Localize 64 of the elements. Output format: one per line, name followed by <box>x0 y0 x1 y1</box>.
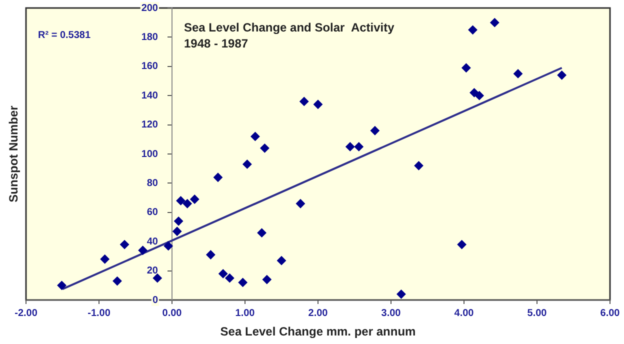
point <box>242 160 252 169</box>
point <box>257 228 266 238</box>
point <box>190 194 200 204</box>
x-tick-label: 6.00 <box>600 308 620 319</box>
x-tick-label: -2.00 <box>14 308 38 319</box>
point <box>174 216 184 226</box>
point <box>100 254 110 264</box>
x-tick-label: 0.00 <box>162 308 182 319</box>
point <box>260 144 270 153</box>
point <box>164 241 173 250</box>
point <box>396 290 406 299</box>
y-tick-label: 20 <box>146 266 158 277</box>
y-tick-label: 120 <box>141 120 158 131</box>
point <box>557 70 566 80</box>
point <box>262 275 272 284</box>
point <box>346 142 355 152</box>
point <box>213 172 222 182</box>
x-tick-label: 2.00 <box>308 308 328 319</box>
point <box>112 276 122 286</box>
y-tick-label: 0 <box>152 294 158 306</box>
point <box>250 132 260 141</box>
y-tick-label: 60 <box>146 207 158 218</box>
point <box>300 96 309 106</box>
point <box>490 18 500 28</box>
x-tick-label: -1.00 <box>88 308 111 319</box>
point <box>470 88 479 98</box>
point <box>354 142 364 152</box>
x-tick-label: 3.00 <box>381 308 402 319</box>
point <box>120 240 130 250</box>
y-tick-label: 40 <box>146 236 158 248</box>
point <box>514 69 523 78</box>
text: Sea Level Change and Solar Activity <box>184 20 395 34</box>
point <box>152 274 162 283</box>
x-tick-label: 4.00 <box>454 308 474 319</box>
y-tick-label: 200 <box>141 2 158 14</box>
point <box>57 280 66 290</box>
point <box>314 100 322 109</box>
point <box>370 126 380 136</box>
point <box>172 226 182 236</box>
text: 1948 - 1987 <box>184 36 248 50</box>
point <box>176 196 186 206</box>
point <box>138 246 148 255</box>
y-tick-label: 180 <box>141 32 158 43</box>
point <box>414 161 424 170</box>
y-tick-label: 80 <box>146 178 158 189</box>
point <box>238 278 248 287</box>
annotation: R² = 0.5381 <box>38 30 91 41</box>
point <box>182 199 192 208</box>
point <box>462 63 471 72</box>
x-tick-label: 1.00 <box>235 308 256 319</box>
y-axis-title: Sunspot Number <box>6 105 20 202</box>
point <box>218 269 228 278</box>
y-tick-label: 100 <box>141 148 158 160</box>
y-tick-label: 140 <box>141 90 158 102</box>
point <box>457 240 466 250</box>
point <box>277 256 286 266</box>
point <box>206 250 216 260</box>
x-axis-title: Sea Level Change mm. per annum <box>220 324 416 338</box>
point <box>468 25 478 34</box>
point <box>474 91 484 100</box>
point <box>296 199 305 208</box>
y-tick-label: 160 <box>141 61 158 72</box>
x-tick-label: 5.00 <box>527 308 548 319</box>
point <box>225 274 234 283</box>
